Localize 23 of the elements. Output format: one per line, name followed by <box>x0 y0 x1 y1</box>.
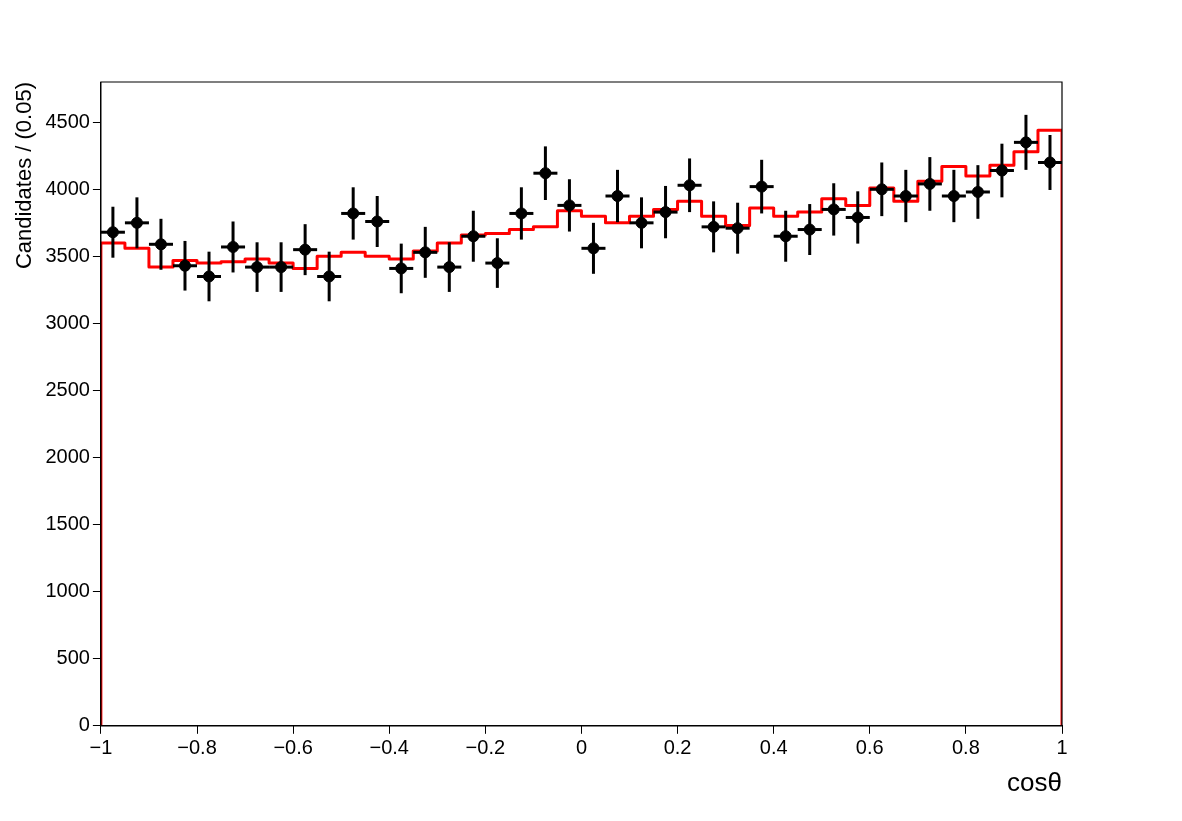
x-tick-label: 0 <box>575 736 588 759</box>
y-tick-label: 0 <box>78 713 90 736</box>
x-tick-label: 0.4 <box>759 736 788 759</box>
x-tick-label: −0.2 <box>465 736 506 759</box>
x-tick-label: −0.6 <box>273 736 313 759</box>
x-tick-label: −1 <box>89 736 113 759</box>
x-tick-label: −0.8 <box>177 736 217 759</box>
x-tick-label: 0.6 <box>855 736 884 759</box>
y-tick-label: 1500 <box>45 512 90 535</box>
x-tick-label: −0.4 <box>369 736 409 759</box>
y-tick-label: 3500 <box>45 243 90 266</box>
y-tick-label: 3000 <box>45 310 90 333</box>
y-tick-label: 1000 <box>45 579 90 602</box>
y-tick-label: 2500 <box>45 378 90 400</box>
y-tick-label: 4000 <box>45 176 90 199</box>
y-tick-label: 2000 <box>45 445 90 468</box>
x-tick-label: 1 <box>1056 736 1068 759</box>
x-tick-label: 0.2 <box>663 736 692 759</box>
y-tick-label: 4500 <box>45 109 90 132</box>
x-tick-label: 0.8 <box>951 736 980 759</box>
x-axis-title: cosθ <box>1007 766 1062 797</box>
y-tick-label: 500 <box>56 646 90 669</box>
y-axis-title: Candidates / (0.05) <box>11 82 37 270</box>
